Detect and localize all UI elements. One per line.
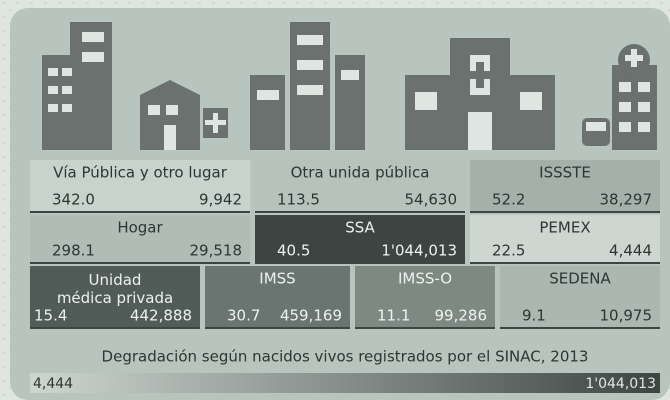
tile-rate: 113.5	[277, 191, 320, 209]
tiles: Vía Pública y otro lugar 342.0 9,942 Otra u…	[30, 160, 660, 328]
tile-rate: 40.5	[277, 242, 310, 260]
infographic: Vía Pública y otro lugar 342.0 9,942 Otra u…	[0, 0, 670, 400]
tile-births: 10,975	[600, 307, 653, 325]
tile-label: PEMEX	[539, 219, 590, 237]
legend-min: 4,444	[33, 376, 73, 392]
tile-births: 38,297	[600, 191, 653, 209]
tile-births: 442,888	[130, 307, 192, 325]
legend-max: 1'044,013	[585, 376, 656, 392]
tile-label: Hogar	[117, 219, 163, 237]
tile-rate: 22.5	[492, 242, 525, 260]
tile-rate: 298.1	[52, 242, 95, 260]
tile-label: IMSS	[259, 270, 295, 288]
tile-rate: 9.1	[522, 307, 546, 325]
legend-caption: Degradación según nacidos vivos registra…	[102, 348, 589, 366]
tile-births: 4,444	[609, 242, 652, 260]
tile-label: IMSS-O	[398, 270, 452, 288]
tile-births: 29,518	[190, 242, 243, 260]
tile-births: 99,286	[435, 307, 488, 325]
tile-rate: 15.4	[34, 307, 67, 325]
tile-births: 1'044,013	[381, 242, 457, 260]
tile-label: SSA	[345, 219, 375, 237]
tile-births: 54,630	[405, 191, 458, 209]
tile-rate: 52.2	[492, 191, 525, 209]
tile-label: Vía Pública y otro lugar	[53, 164, 228, 182]
tile-births: 9,942	[199, 191, 242, 209]
tile-label: ISSSTE	[539, 164, 591, 182]
tile-label: Otra unida pública	[291, 164, 430, 182]
legend-bar	[30, 373, 660, 393]
tile-rate: 342.0	[52, 191, 95, 209]
tile-rate: 30.7	[227, 307, 260, 325]
tile-label: SEDENA	[549, 270, 611, 288]
tile-rate: 11.1	[377, 307, 410, 325]
tile-births: 459,169	[280, 307, 342, 325]
